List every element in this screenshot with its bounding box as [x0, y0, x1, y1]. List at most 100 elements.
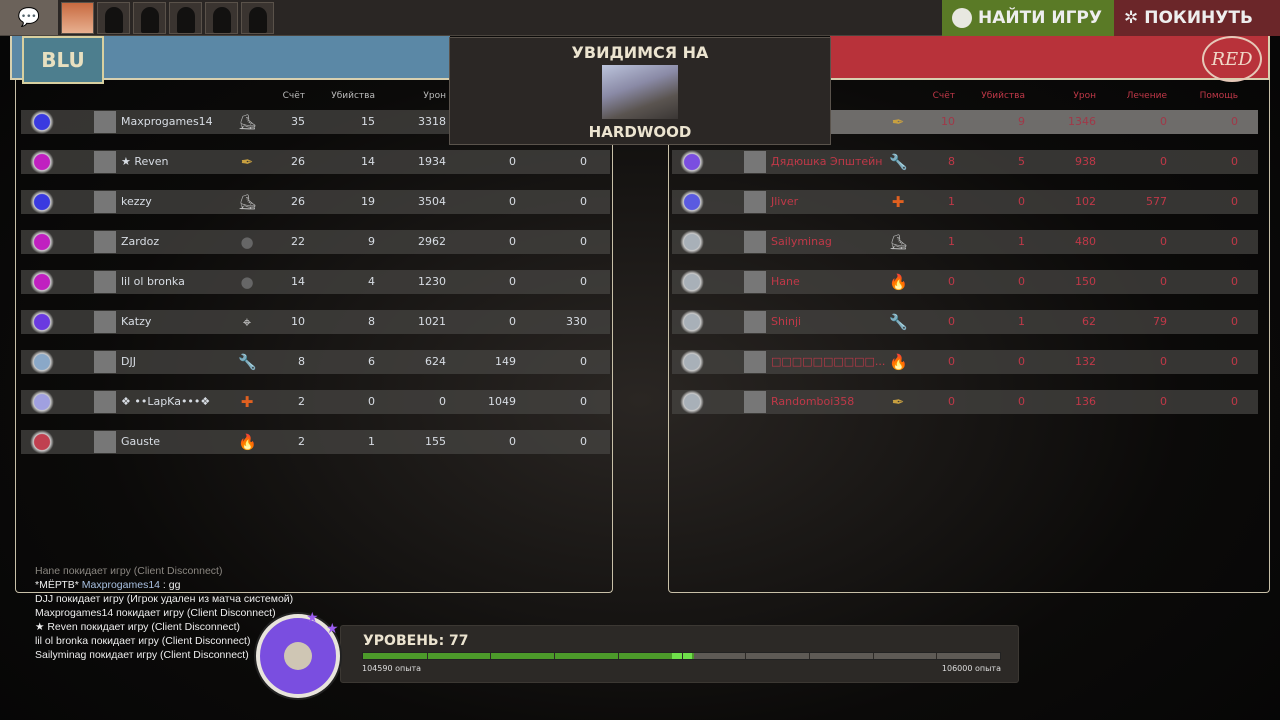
- player-row[interactable]: kezzy ⛸ 26 19 3504 0 0: [21, 190, 610, 214]
- stat-kills: 6: [368, 355, 375, 368]
- flame-icon: 🔥: [889, 273, 907, 291]
- chat-line: Sailyminag покидает игру (Client Disconn…: [35, 649, 249, 661]
- player-row[interactable]: DJJ 🔧 8 6 624 149 0: [21, 350, 610, 374]
- party-member-avatar[interactable]: [61, 2, 94, 34]
- player-avatar: [94, 231, 116, 253]
- chat-line: *МЁРТВ* Maxprogames14 : gg: [35, 578, 293, 592]
- stat-damage: 480: [1075, 235, 1096, 248]
- player-row[interactable]: ★ Reven ✒ 26 14 1934 0 0: [21, 150, 610, 174]
- player-row[interactable]: ❖ ••LapKa•••❖ ✚ 2 0 0 1049 0: [21, 390, 610, 414]
- medic-cross-icon: ✚: [240, 393, 254, 411]
- stat-score: 0: [948, 315, 955, 328]
- boot-icon: ⛸: [889, 233, 907, 251]
- party-slot-empty: [241, 2, 274, 34]
- player-name[interactable]: Дядюшка Эпштейн: [771, 155, 883, 168]
- stat-damage: 1346: [1068, 115, 1096, 128]
- chat-line: Maxprogames14 покидает игру (Client Disc…: [35, 607, 276, 619]
- player-row[interactable]: Gauste 🔥 2 1 155 0 0: [21, 430, 610, 454]
- column-header-assists[interactable]: Помощь: [1199, 91, 1238, 101]
- player-name[interactable]: Shinji: [771, 315, 802, 328]
- silhouette-icon: [176, 7, 195, 33]
- player-name[interactable]: ★ Reven: [121, 155, 169, 168]
- find-game-button[interactable]: НАЙТИ ИГРУ: [942, 0, 1114, 36]
- player-row[interactable]: lil ol bronka ● 14 4 1230 0 0: [21, 270, 610, 294]
- stat-damage: 1021: [418, 315, 446, 328]
- player-avatar: [744, 271, 766, 293]
- column-header-damage[interactable]: Урон: [423, 91, 446, 101]
- rank-medal-icon: [30, 230, 54, 254]
- stat-kills: 5: [1018, 155, 1025, 168]
- stat-assists: 0: [1231, 235, 1238, 248]
- chat-prefix: *МЁРТВ*: [35, 579, 82, 591]
- bomb-icon: ●: [240, 233, 254, 251]
- player-name[interactable]: □□□□□□□□□□...: [771, 355, 886, 368]
- stat-damage: 1934: [418, 155, 446, 168]
- stat-kills: 0: [1018, 355, 1025, 368]
- player-row[interactable]: Shinji 🔧 0 1 62 79 0: [672, 310, 1258, 334]
- player-row[interactable]: Katzy ⌖ 10 8 1021 0 330: [21, 310, 610, 334]
- column-header-kills[interactable]: Убийства: [331, 91, 375, 101]
- red-scoreboard: [668, 80, 1270, 593]
- chat-bubbles-icon: 💬: [17, 7, 41, 28]
- player-name[interactable]: Hane: [771, 275, 800, 288]
- stat-score: 1: [948, 235, 955, 248]
- player-row[interactable]: Zardoz ● 22 9 2962 0 0: [21, 230, 610, 254]
- player-name[interactable]: lil ol bronka: [121, 275, 185, 288]
- bar-segment-divider: [936, 653, 938, 659]
- leave-label: ПОКИНУТЬ: [1144, 8, 1253, 28]
- column-header-score[interactable]: Счёт: [932, 91, 955, 101]
- rank-medal-icon: [680, 230, 704, 254]
- chat-line: DJJ покидает игру (Игрок удален из матча…: [35, 593, 294, 605]
- stat-healing: 79: [1153, 315, 1167, 328]
- chat-button[interactable]: 💬: [0, 0, 58, 35]
- blu-scoreboard: [15, 80, 613, 593]
- stat-assists: 330: [566, 315, 587, 328]
- bar-segment-divider: [490, 653, 492, 659]
- player-name[interactable]: Gauste: [121, 435, 161, 448]
- player-name[interactable]: Maxprogames14: [121, 115, 213, 128]
- column-header-score[interactable]: Счёт: [282, 91, 305, 101]
- column-header-healing[interactable]: Лечение: [1126, 91, 1167, 101]
- player-name[interactable]: kezzy: [121, 195, 152, 208]
- player-row[interactable]: Hane 🔥 0 0 150 0 0: [672, 270, 1258, 294]
- column-header-damage[interactable]: Урон: [1073, 91, 1096, 101]
- player-name[interactable]: Sailyminag: [771, 235, 832, 248]
- stat-kills: 4: [368, 275, 375, 288]
- stat-kills: 9: [368, 235, 375, 248]
- stat-damage: 3504: [418, 195, 446, 208]
- player-row[interactable]: □□□□□□□□□□... 🔥 0 0 132 0 0: [672, 350, 1258, 374]
- leave-button[interactable]: ✲ ПОКИНУТЬ: [1114, 0, 1280, 36]
- player-avatar: [744, 391, 766, 413]
- player-row[interactable]: Randomboi358 ✒ 0 0 136 0 0: [672, 390, 1258, 414]
- stat-assists: 0: [1231, 195, 1238, 208]
- player-name[interactable]: Katzy: [121, 315, 152, 328]
- bar-segment-divider: [554, 653, 556, 659]
- party-slot-empty: [205, 2, 238, 34]
- column-header-kills[interactable]: Убийства: [981, 91, 1025, 101]
- player-avatar: [744, 311, 766, 333]
- bar-segment-divider: [426, 653, 428, 659]
- player-name[interactable]: DJJ: [121, 355, 136, 368]
- player-name[interactable]: Jliver: [771, 195, 799, 208]
- rank-medal-icon: [30, 430, 54, 454]
- stat-score: 0: [948, 395, 955, 408]
- player-avatar: [94, 351, 116, 373]
- player-name[interactable]: ❖ ••LapKa•••❖: [121, 395, 211, 408]
- stat-score: 22: [291, 235, 305, 248]
- player-name[interactable]: Zardoz: [121, 235, 160, 248]
- bar-segment-divider: [872, 653, 874, 659]
- wrench-icon: 🔧: [889, 313, 907, 331]
- stat-healing: 0: [1160, 115, 1167, 128]
- stat-kills: 8: [368, 315, 375, 328]
- stat-assists: 0: [580, 275, 587, 288]
- player-row[interactable]: Sailyminag ⛸ 1 1 480 0 0: [672, 230, 1258, 254]
- player-avatar: [94, 271, 116, 293]
- xp-progress-bar: [362, 652, 1001, 660]
- find-game-label: НАЙТИ ИГРУ: [978, 8, 1102, 28]
- player-name[interactable]: Randomboi358: [771, 395, 855, 408]
- stat-score: 8: [948, 155, 955, 168]
- player-row[interactable]: Jliver ✚ 1 0 102 577 0: [672, 190, 1258, 214]
- stat-damage: 136: [1075, 395, 1096, 408]
- stat-damage: 132: [1075, 355, 1096, 368]
- player-row[interactable]: Дядюшка Эпштейн 🔧 8 5 938 0 0: [672, 150, 1258, 174]
